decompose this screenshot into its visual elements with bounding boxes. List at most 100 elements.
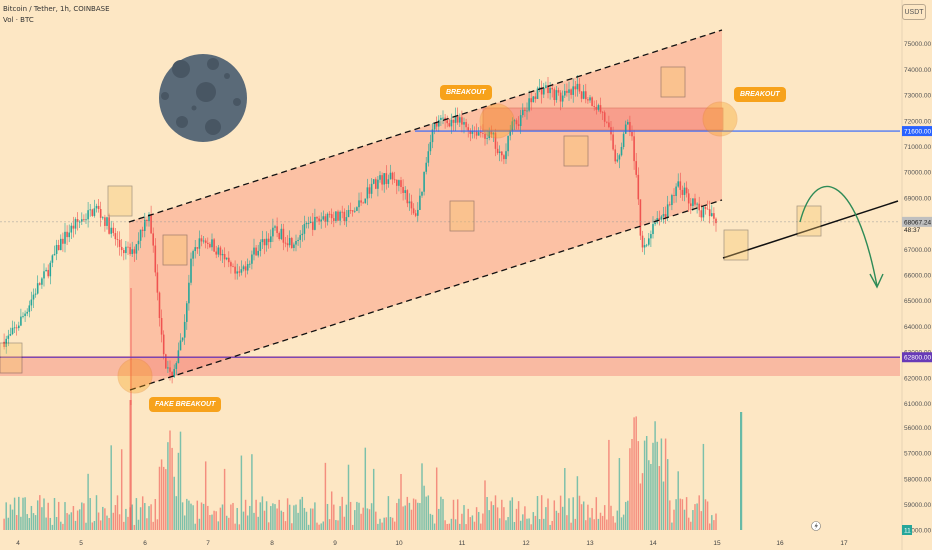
volume-bar [36,500,39,530]
volume-bar [446,523,448,530]
candle [484,133,486,139]
candle [368,187,371,194]
candle [183,321,186,338]
candle [240,269,243,273]
candle [165,354,167,369]
candle [519,115,522,127]
candle [538,87,541,89]
candle [349,210,352,211]
candle [175,363,178,369]
candle [15,327,18,329]
candle [547,85,549,94]
volume-bar [318,524,320,530]
volume-spike [740,412,743,530]
rising-trendline [722,200,899,259]
candle [244,266,247,271]
candle [467,127,469,131]
currency-button[interactable]: USDT [902,4,926,20]
volume-bar [498,518,501,530]
candle [574,86,577,90]
volume-bar [114,505,117,530]
candle [236,271,238,274]
candle [614,149,616,162]
candle [477,132,480,136]
volume-bar [118,514,121,530]
candle [643,245,646,248]
candle [566,90,568,93]
volume-bar [41,507,43,530]
volume-bar [28,518,31,530]
candle [320,219,322,222]
price-tick-label: 71000.00 [904,144,931,151]
candle [156,272,159,293]
volume-bar [39,495,41,530]
candle [93,208,96,216]
candle [225,257,228,260]
volume-bar [431,514,434,530]
candle [45,269,47,272]
volume-bar [444,520,446,530]
candle [259,242,262,251]
price-tick-label: 64000.00 [904,324,931,331]
volume-bar [641,473,644,530]
candle [89,209,91,211]
candle [536,88,539,99]
volume-bar [429,513,432,530]
volume-bar [165,469,167,530]
time-tick-label: 16 [776,540,784,547]
candle [696,203,698,205]
volume-bar [175,496,178,530]
volume-bar [570,522,572,530]
price-tick-label: 70000.00 [904,170,931,177]
candle [385,173,388,184]
volume-bar [656,441,658,530]
volume-bar [553,500,556,530]
price-tick-label: 69000.00 [904,195,931,202]
candle [379,175,381,180]
volume-bar [597,518,600,530]
candle [431,129,434,143]
current-price-tag-bg [902,216,932,227]
volume-bar [202,503,205,530]
candle [22,316,24,317]
candle [217,247,220,255]
price-tick-label: 60000.00 [904,528,931,535]
volume-bar [356,501,358,530]
price-tick-label: 67000.00 [904,247,931,254]
volume-bar [402,506,404,530]
support-price-tag: 62800.00 [904,355,931,362]
highlight-box [162,234,188,266]
candle [545,85,547,89]
volume-bar [316,522,318,530]
volume-bar [211,514,213,530]
candle [9,334,12,336]
countdown-label: 48:37 [904,227,921,234]
candle [81,219,83,222]
candle [358,200,360,208]
volume-bar [179,431,182,530]
volume-bar [545,507,547,530]
lightning-icon[interactable] [811,521,821,531]
highlight-box [0,342,23,374]
candle [351,210,354,212]
candle [30,299,33,306]
volume-bar [309,508,312,530]
candle [99,209,102,218]
volume-bar [62,523,64,530]
volume-bar [238,524,241,530]
candle [433,122,436,130]
volume-bar [538,519,541,530]
price-tick-label: 65000.00 [904,298,931,305]
volume-bar [683,509,686,530]
candle [490,131,493,135]
volume-bar [372,468,375,530]
volume-bar [47,502,49,530]
volume-bar [32,513,35,530]
candle [154,245,157,273]
candle [419,195,421,210]
candle [561,95,564,102]
candle [391,172,394,180]
candle [364,198,367,204]
